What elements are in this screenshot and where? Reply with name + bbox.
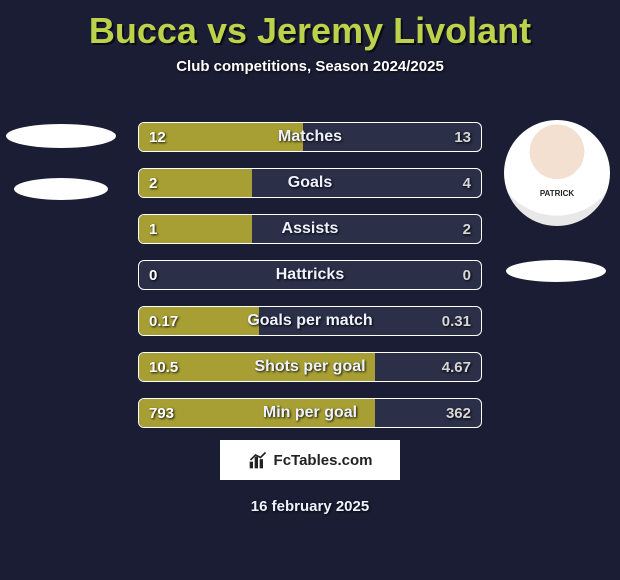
stat-metric: Min per goal [139, 399, 481, 427]
stat-value-right: 4.67 [442, 353, 471, 381]
comparison-bars: 12Matches132Goals41Assists20Hattricks00.… [138, 122, 482, 444]
stat-row: 1Assists2 [138, 214, 482, 244]
stat-row: 0.17Goals per match0.31 [138, 306, 482, 336]
subtitle: Club competitions, Season 2024/2025 [0, 58, 620, 75]
bars-icon [248, 450, 268, 470]
avatar-right-shadow [506, 260, 606, 282]
avatar-left-shadow-2 [14, 178, 108, 200]
stat-value-right: 0 [463, 261, 471, 289]
stat-value-right: 13 [454, 123, 471, 151]
stat-row: 0Hattricks0 [138, 260, 482, 290]
stat-value-right: 362 [446, 399, 471, 427]
site-logo-text: FcTables.com [274, 452, 373, 469]
stat-row: 12Matches13 [138, 122, 482, 152]
avatar-left-shadow-1 [6, 124, 116, 148]
stat-metric: Goals [139, 169, 481, 197]
page-title: Bucca vs Jeremy Livolant [0, 0, 620, 52]
stat-value-right: 0.31 [442, 307, 471, 335]
stat-metric: Hattricks [139, 261, 481, 289]
avatar-right [504, 120, 610, 226]
stat-metric: Goals per match [139, 307, 481, 335]
stat-row: 2Goals4 [138, 168, 482, 198]
stat-metric: Shots per goal [139, 353, 481, 381]
stat-row: 793Min per goal362 [138, 398, 482, 428]
page-date: 16 february 2025 [0, 498, 620, 515]
stat-row: 10.5Shots per goal4.67 [138, 352, 482, 382]
site-logo[interactable]: FcTables.com [220, 440, 400, 480]
stat-metric: Assists [139, 215, 481, 243]
stat-value-right: 4 [463, 169, 471, 197]
stat-value-right: 2 [463, 215, 471, 243]
stat-metric: Matches [139, 123, 481, 151]
